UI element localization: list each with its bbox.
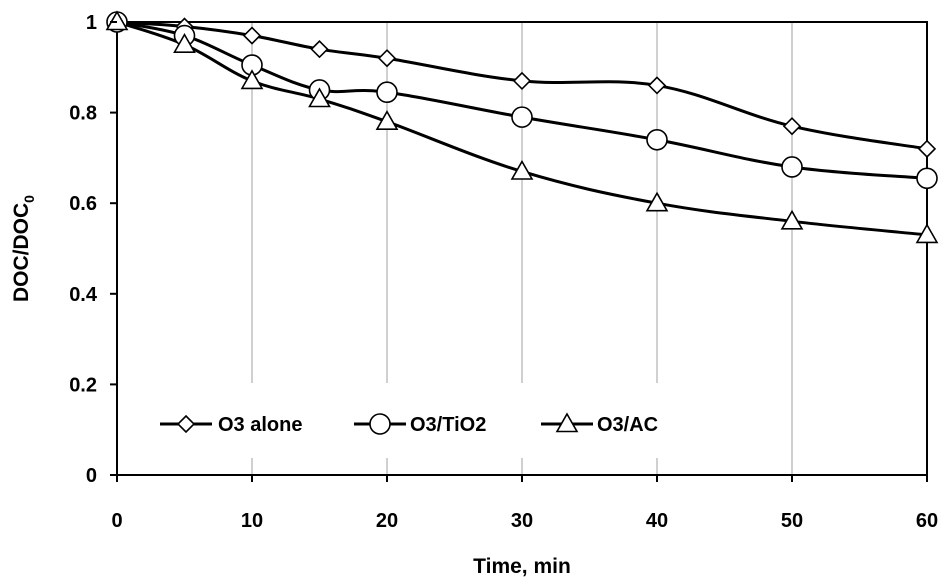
data-point-diamond bbox=[917, 139, 937, 158]
x-tick-label: 50 bbox=[781, 510, 803, 532]
data-point-triangle bbox=[240, 69, 264, 90]
x-axis-title: Time, min bbox=[473, 555, 571, 578]
y-tick-label: 0.4 bbox=[69, 284, 98, 306]
data-point-triangle bbox=[105, 10, 129, 31]
axis-ticks: 00.20.40.60.810 10 20 30 40 50 60 bbox=[69, 12, 938, 532]
legend-label: O3 alone bbox=[218, 414, 302, 436]
y-axis-title-subscript: 0 bbox=[21, 195, 37, 203]
data-point-triangle bbox=[173, 33, 196, 53]
data-point-diamond bbox=[782, 117, 802, 136]
x-tick-label: 0 bbox=[111, 510, 122, 532]
y-tick-label: 0 bbox=[86, 465, 97, 487]
y-tick-label: 0.6 bbox=[69, 193, 97, 215]
y-tick-label: 1 bbox=[86, 12, 97, 34]
x-tick-label: 10 bbox=[241, 510, 263, 532]
y-axis-title-main: DOC/DOC bbox=[10, 203, 33, 302]
data-point-diamond bbox=[647, 76, 667, 95]
legend-marker-diamond bbox=[176, 414, 196, 434]
data-point-circle bbox=[511, 106, 533, 128]
series-lines bbox=[116, 20, 928, 237]
data-point-triangle bbox=[375, 110, 399, 130]
series-line-circle bbox=[116, 20, 928, 180]
legend-marker-circle bbox=[369, 413, 391, 435]
data-point-circle bbox=[376, 81, 398, 104]
legend: O3 alone O3/TiO2 O3/AC bbox=[150, 383, 710, 458]
series-line-diamond bbox=[116, 20, 928, 151]
data-point-triangle bbox=[510, 159, 534, 180]
data-point-diamond bbox=[310, 40, 329, 59]
data-point-circle bbox=[781, 156, 803, 178]
series-markers bbox=[105, 10, 939, 244]
legend-background bbox=[150, 383, 710, 458]
legend-marker-triangle bbox=[555, 412, 579, 433]
legend-label: O3/TiO2 bbox=[410, 414, 486, 436]
y-tick-label: 0.2 bbox=[69, 374, 97, 396]
y-axis-title: DOC/DOC0 bbox=[10, 195, 37, 302]
data-point-diamond bbox=[512, 71, 532, 91]
data-point-diamond bbox=[377, 49, 397, 68]
data-point-circle bbox=[916, 167, 938, 190]
y-tick-label: 0.8 bbox=[69, 103, 97, 125]
x-tick-label: 40 bbox=[646, 510, 668, 532]
series-line-triangle bbox=[116, 20, 928, 237]
data-point-circle bbox=[646, 128, 668, 151]
data-point-triangle bbox=[308, 87, 331, 108]
data-point-triangle bbox=[915, 223, 939, 244]
data-point-triangle bbox=[780, 209, 804, 230]
data-point-triangle bbox=[645, 191, 669, 212]
x-tick-label: 30 bbox=[511, 510, 533, 532]
legend-label: O3/AC bbox=[597, 414, 658, 436]
x-tick-label: 20 bbox=[376, 510, 398, 532]
data-point-diamond bbox=[242, 26, 262, 45]
x-tick-label: 60 bbox=[916, 510, 938, 532]
